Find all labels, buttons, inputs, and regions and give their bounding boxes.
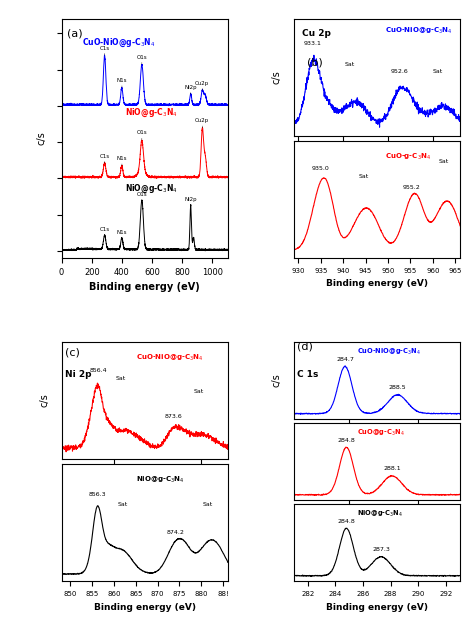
Text: N1s: N1s: [117, 156, 127, 166]
Text: NiO@g-C$_3$N$_4$: NiO@g-C$_3$N$_4$: [357, 509, 403, 519]
Text: CuO-NiO@g-C$_3$N$_4$: CuO-NiO@g-C$_3$N$_4$: [136, 352, 204, 362]
Text: Sat: Sat: [345, 62, 355, 67]
Text: C1s: C1s: [100, 46, 109, 56]
Text: C 1s: C 1s: [297, 369, 319, 379]
Text: Ni 2p: Ni 2p: [65, 370, 91, 379]
Text: NiO@g-C$_3$N$_4$: NiO@g-C$_3$N$_4$: [136, 475, 185, 485]
Text: 933.1: 933.1: [303, 41, 321, 46]
Text: 935.0: 935.0: [312, 166, 329, 171]
Text: Ni2p: Ni2p: [184, 197, 197, 206]
Text: C1s: C1s: [100, 227, 109, 236]
Text: (d): (d): [297, 342, 313, 352]
Text: C1s: C1s: [100, 154, 109, 163]
Text: N1s: N1s: [117, 230, 127, 238]
Text: 288.5: 288.5: [389, 385, 406, 390]
Text: O1s: O1s: [137, 131, 147, 140]
Text: 873.6: 873.6: [164, 414, 182, 419]
Y-axis label: c/s: c/s: [272, 374, 282, 388]
Text: Sat: Sat: [439, 159, 449, 164]
X-axis label: Binding energy (eV): Binding energy (eV): [326, 602, 428, 611]
Text: (b): (b): [307, 58, 323, 68]
Text: (c): (c): [65, 348, 80, 358]
Text: Sat: Sat: [358, 174, 368, 179]
Text: 284.8: 284.8: [337, 519, 356, 524]
Y-axis label: c/s: c/s: [272, 70, 282, 84]
Text: 952.6: 952.6: [391, 69, 409, 74]
Text: 856.4: 856.4: [90, 368, 107, 372]
X-axis label: Binding energy (eV): Binding energy (eV): [93, 602, 196, 611]
Text: 955.2: 955.2: [402, 185, 420, 190]
Text: Cu2p: Cu2p: [195, 81, 210, 91]
Text: (a): (a): [66, 28, 82, 38]
Text: CuO-NiO@g-C$_3$N$_4$: CuO-NiO@g-C$_3$N$_4$: [357, 346, 421, 357]
X-axis label: Binding energy (eV): Binding energy (eV): [326, 279, 428, 288]
Text: Sat: Sat: [203, 502, 213, 507]
Text: CuO-NiO@g-C$_3$N$_4$: CuO-NiO@g-C$_3$N$_4$: [385, 26, 453, 36]
Y-axis label: c/s: c/s: [36, 131, 46, 145]
Text: N1s: N1s: [117, 78, 127, 88]
Text: Sat: Sat: [116, 376, 126, 381]
Text: Sat: Sat: [194, 389, 204, 394]
Text: CuO-NiO@g-C$_3$N$_4$: CuO-NiO@g-C$_3$N$_4$: [82, 37, 155, 49]
Text: NiO@g-C$_3$N$_4$: NiO@g-C$_3$N$_4$: [125, 106, 177, 119]
Text: O1s: O1s: [137, 192, 147, 200]
Text: 284.7: 284.7: [336, 357, 354, 362]
Text: CuO-g-C$_3$N$_4$: CuO-g-C$_3$N$_4$: [385, 152, 431, 162]
Text: CuO@g-C$_3$N$_4$: CuO@g-C$_3$N$_4$: [357, 428, 405, 438]
Text: NiO@g-C$_3$N$_4$: NiO@g-C$_3$N$_4$: [125, 183, 177, 195]
Text: O1s: O1s: [137, 54, 147, 64]
Text: Cu 2p: Cu 2p: [302, 29, 331, 38]
Text: Sat: Sat: [432, 69, 443, 74]
Text: 284.8: 284.8: [337, 438, 356, 442]
Text: Cu2p: Cu2p: [195, 118, 210, 128]
Text: 856.3: 856.3: [89, 491, 107, 496]
Text: 288.1: 288.1: [383, 466, 401, 471]
X-axis label: Binding energy (eV): Binding energy (eV): [89, 282, 200, 292]
Text: Sat: Sat: [118, 502, 128, 507]
Text: Ni2p: Ni2p: [184, 85, 197, 94]
Text: 874.2: 874.2: [167, 530, 185, 535]
Text: 287.3: 287.3: [372, 547, 390, 552]
Y-axis label: c/s: c/s: [39, 393, 49, 407]
